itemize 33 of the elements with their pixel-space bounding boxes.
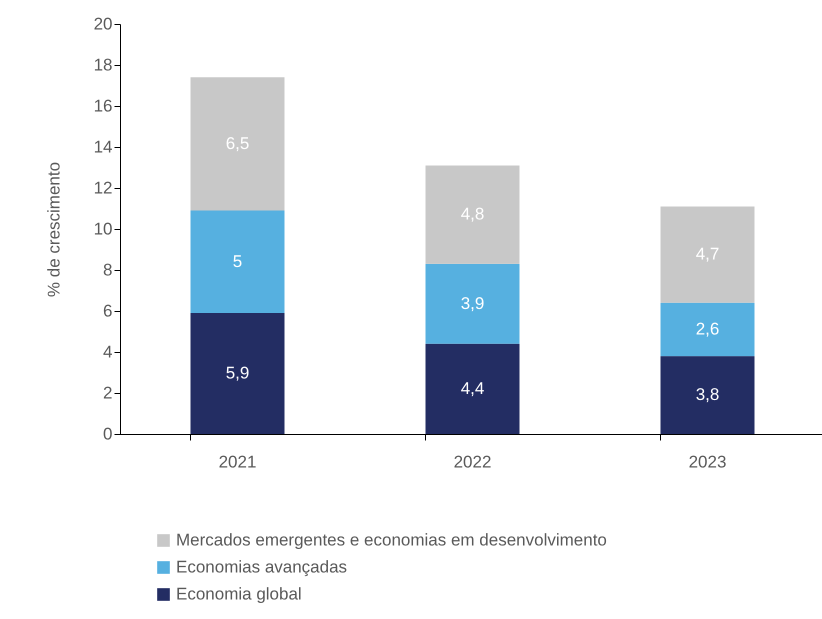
legend-label: Economias avançadas: [176, 558, 348, 576]
bar: [426, 165, 520, 264]
bar: [660, 302, 754, 356]
y-tick-label: 2: [103, 384, 112, 402]
y-tick-label: 4: [103, 342, 112, 362]
data-label: 3,9: [460, 294, 484, 313]
data-label: 4,4: [460, 378, 484, 398]
y-axis-title: % de crescimento: [44, 162, 64, 298]
y-tick-label: 12: [94, 178, 112, 198]
y-tick-label: 6: [103, 302, 112, 320]
bar: [190, 210, 284, 314]
y-tick-label: 14: [94, 138, 112, 156]
legend-label: Economia global: [176, 584, 302, 604]
x-tick-label: 2021: [218, 452, 256, 472]
bar: [426, 344, 520, 434]
y-tick-label: 0: [103, 424, 112, 444]
data-label: 3,8: [696, 385, 720, 404]
bar: [660, 206, 754, 303]
y-tick-label: 8: [103, 260, 112, 280]
data-label: 5,9: [226, 364, 250, 383]
bar: [190, 313, 284, 434]
y-tick-label: 16: [94, 96, 112, 116]
x-tick-label: 2022: [454, 452, 492, 472]
bar: [660, 356, 754, 434]
data-label: 5: [232, 252, 242, 271]
bar: [426, 264, 520, 344]
legend-label: Mercados emergentes e economias em desenvolvimento: [176, 530, 607, 550]
y-tick-label: 10: [94, 220, 112, 238]
y-tick-label: 18: [94, 56, 112, 74]
y-tick-label: 20: [94, 14, 112, 34]
data-label: 2,6: [696, 319, 720, 338]
bar: [190, 77, 284, 211]
x-tick-label: 2023: [688, 452, 726, 472]
